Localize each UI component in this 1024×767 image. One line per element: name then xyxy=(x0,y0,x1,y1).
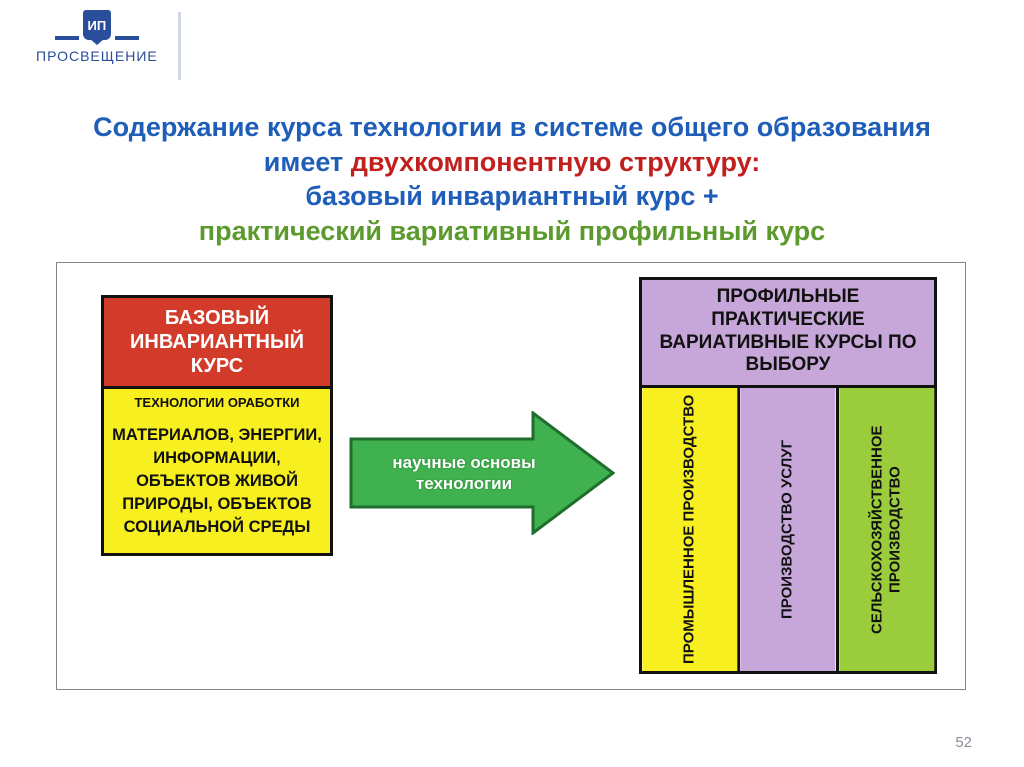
title-line2a: имеет xyxy=(264,147,351,177)
brand-logo: ИП ПРОСВЕЩЕНИЕ xyxy=(36,10,158,64)
elective-columns: ПРОМЫШЛЕННОЕ ПРОИЗВОДСТВО ПРОИЗВОДСТВО У… xyxy=(639,388,937,674)
base-course-subheader: ТЕХНОЛОГИИ ОРАБОТКИ xyxy=(101,389,333,416)
arrow-block: научные основы технологии xyxy=(349,411,615,535)
logo-shield: ИП xyxy=(83,10,111,40)
elective-col-services: ПРОИЗВОДСТВО УСЛУГ xyxy=(740,388,835,671)
elective-col-industrial: ПРОМЫШЛЕННОЕ ПРОИЗВОДСТВО xyxy=(642,388,737,671)
elective-col-agriculture: СЕЛЬСКОХОЗЯЙСТВЕННОЕ ПРОИЗВОДСТВО xyxy=(839,388,934,671)
diagram-frame: БАЗОВЫЙ ИНВАРИАНТНЫЙ КУРС ТЕХНОЛОГИИ ОРА… xyxy=(56,262,966,690)
slide-title: Содержание курса технологии в системе об… xyxy=(0,110,1024,248)
elective-courses-block: ПРОФИЛЬНЫЕ ПРАКТИЧЕСКИЕ ВАРИАТИВНЫЕ КУРС… xyxy=(639,277,937,674)
base-course-block: БАЗОВЫЙ ИНВАРИАНТНЫЙ КУРС ТЕХНОЛОГИИ ОРА… xyxy=(101,295,333,556)
arrow-label: научные основы технологии xyxy=(379,411,549,535)
elective-courses-header: ПРОФИЛЬНЫЕ ПРАКТИЧЕСКИЕ ВАРИАТИВНЫЕ КУРС… xyxy=(639,277,937,388)
title-line4: практический вариативный профильный курс xyxy=(199,216,825,246)
divider xyxy=(178,12,181,80)
logo-icon: ИП xyxy=(55,10,139,40)
base-course-body: МАТЕРИАЛОВ, ЭНЕРГИИ, ИНФОРМАЦИИ, ОБЪЕКТО… xyxy=(101,416,333,556)
title-line2b: двухкомпонентную структуру: xyxy=(351,147,760,177)
brand-text: ПРОСВЕЩЕНИЕ xyxy=(36,48,158,64)
base-course-header: БАЗОВЫЙ ИНВАРИАНТНЫЙ КУРС xyxy=(101,295,333,389)
title-line1: Содержание курса технологии в системе об… xyxy=(93,112,931,142)
title-line3: базовый инвариантный курс + xyxy=(305,181,718,211)
page-number: 52 xyxy=(955,734,972,751)
